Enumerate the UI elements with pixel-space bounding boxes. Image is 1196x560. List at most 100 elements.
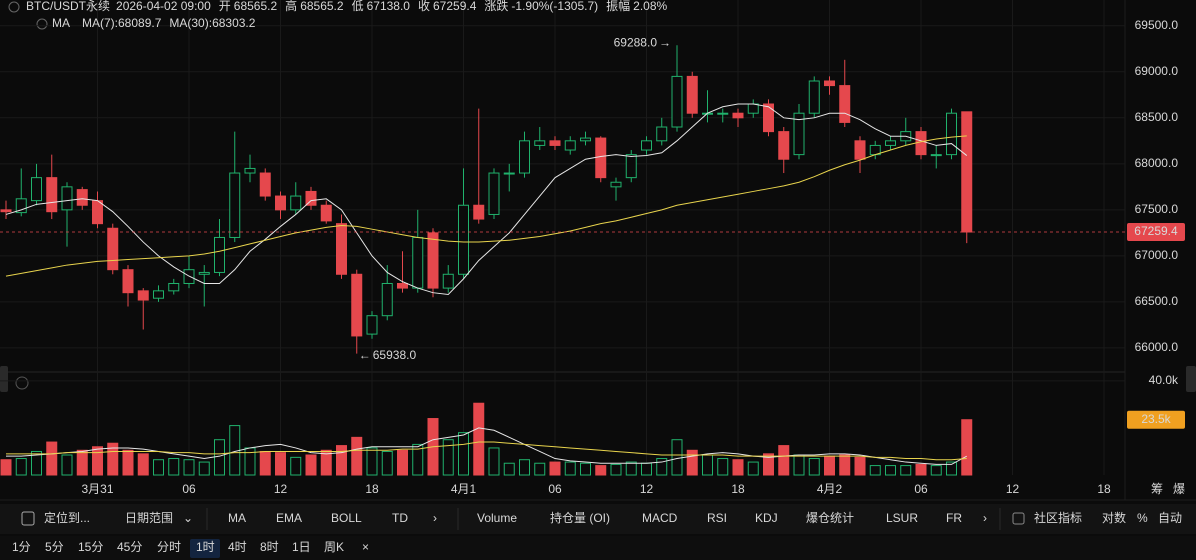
indicator-button[interactable]: Volume (477, 511, 517, 525)
y-tick-label: 69500.0 (1135, 18, 1179, 32)
collapse-icon[interactable] (15, 376, 29, 390)
candle-body (31, 177, 42, 202)
indicator-button[interactable]: BOLL (331, 511, 362, 525)
field-label: 高 (285, 0, 297, 13)
volume-bar (641, 462, 652, 476)
volume-bar (793, 454, 805, 476)
more-arrow[interactable]: › (433, 511, 437, 525)
volume-bar (580, 462, 591, 476)
indicator-button[interactable]: KDJ (755, 511, 778, 525)
volume-bar (488, 447, 500, 476)
y-tick-label: 66500.0 (1135, 294, 1179, 308)
candle-body (610, 181, 622, 188)
close-x[interactable]: × (362, 540, 369, 554)
y-tick-label: 67500.0 (1135, 202, 1179, 216)
indicator-button[interactable]: TD (392, 511, 408, 525)
candle-body (412, 236, 424, 289)
candle-body (717, 112, 729, 115)
candle-body (534, 140, 546, 146)
candle-body (153, 290, 164, 299)
indicator-button[interactable]: EMA (276, 511, 302, 525)
interval-button[interactable]: 4时 (228, 540, 247, 554)
toolbar-bg (0, 504, 1196, 534)
candle-body (961, 111, 973, 233)
volume-bar (107, 442, 119, 476)
volume-bar (824, 455, 835, 476)
volume-bar (595, 465, 607, 476)
candle-body (564, 140, 576, 151)
toolbar-button[interactable]: 日期范围 (125, 511, 173, 525)
indicator-button[interactable]: RSI (707, 511, 727, 525)
indicator-button[interactable]: MACD (642, 511, 678, 525)
interval-button[interactable]: 45分 (117, 540, 142, 554)
volume-bar (732, 459, 744, 476)
candle-body (320, 204, 332, 222)
indicator-button[interactable]: LSUR (886, 511, 918, 525)
scroll-left[interactable] (0, 366, 8, 392)
toolbar-button[interactable]: % (1137, 511, 1148, 525)
toolbar-button[interactable]: 自动 (1158, 511, 1182, 525)
volume-bar (961, 419, 973, 476)
candle-body (503, 172, 515, 175)
volume-bar (137, 453, 149, 476)
interval-button[interactable]: 分时 (157, 540, 181, 554)
x-tick-label: 18 (1097, 482, 1111, 496)
toolbar-button[interactable]: 社区指标 (1034, 510, 1082, 525)
candle-body (305, 190, 317, 206)
interval-button[interactable]: 周K (324, 540, 344, 554)
interval-button[interactable]: 1时 (196, 540, 215, 554)
candle-body (732, 112, 744, 119)
candle-body (946, 112, 957, 156)
x-tick-label: 3月31 (81, 482, 113, 496)
x-tick-label: 12 (274, 482, 288, 496)
volume-bar (534, 462, 546, 476)
toolbar-button[interactable]: 对数 (1102, 510, 1126, 525)
last-price-tag (1127, 222, 1185, 241)
interval-button[interactable]: 8时 (260, 540, 279, 554)
candle-body (351, 273, 363, 337)
candle-body (930, 154, 942, 157)
dropdown-arrow[interactable]: ⌄ (183, 511, 193, 525)
x-tick-label: 12 (640, 482, 654, 496)
y-tick-label: 69000.0 (1135, 64, 1179, 78)
interval-button[interactable]: 5分 (45, 540, 64, 554)
alert-icon[interactable] (36, 18, 48, 30)
candle-body (885, 140, 896, 146)
interval-button[interactable]: 1分 (12, 540, 31, 554)
indicator-button[interactable]: FR (946, 511, 962, 525)
candle-body (46, 177, 58, 213)
volume-bar (15, 458, 27, 476)
volume-ma-line (6, 441, 967, 461)
candle-body (107, 227, 119, 271)
volume-bar (46, 441, 58, 476)
axis-corner-label[interactable]: 筹 (1151, 482, 1163, 496)
volume-bar (946, 461, 957, 476)
candle-body (244, 167, 256, 174)
axis-corner-label[interactable]: 爆 (1173, 482, 1185, 496)
volume-bar (214, 439, 225, 476)
candle-body (214, 236, 225, 273)
ma-line (5, 135, 967, 277)
x-tick-label: 12 (1006, 482, 1020, 496)
indicator-button[interactable]: 爆仓统计 (806, 511, 854, 525)
toolbar-button[interactable]: 定位到... (44, 510, 90, 525)
calendar-icon (21, 511, 35, 526)
scroll-right[interactable] (1186, 366, 1196, 392)
x-tick-label: 06 (182, 482, 196, 496)
volume-bar (336, 445, 347, 476)
volume-bar (198, 461, 210, 476)
indicator-button[interactable]: 持仓量 (OI) (550, 510, 610, 525)
ma-label: MA (52, 16, 70, 30)
more-arrow[interactable]: › (983, 511, 987, 525)
candle-body (15, 198, 27, 214)
indicator-button[interactable]: MA (228, 511, 246, 525)
candle-body (793, 112, 805, 156)
volume-bar (458, 432, 469, 476)
interval-button[interactable]: 15分 (78, 540, 103, 554)
checkbox[interactable] (1012, 512, 1025, 525)
volume-bar (808, 458, 820, 476)
interval-button[interactable]: 1日 (292, 540, 311, 554)
volume-bar (702, 454, 713, 476)
y-tick-label: 40.0k (1149, 373, 1179, 387)
